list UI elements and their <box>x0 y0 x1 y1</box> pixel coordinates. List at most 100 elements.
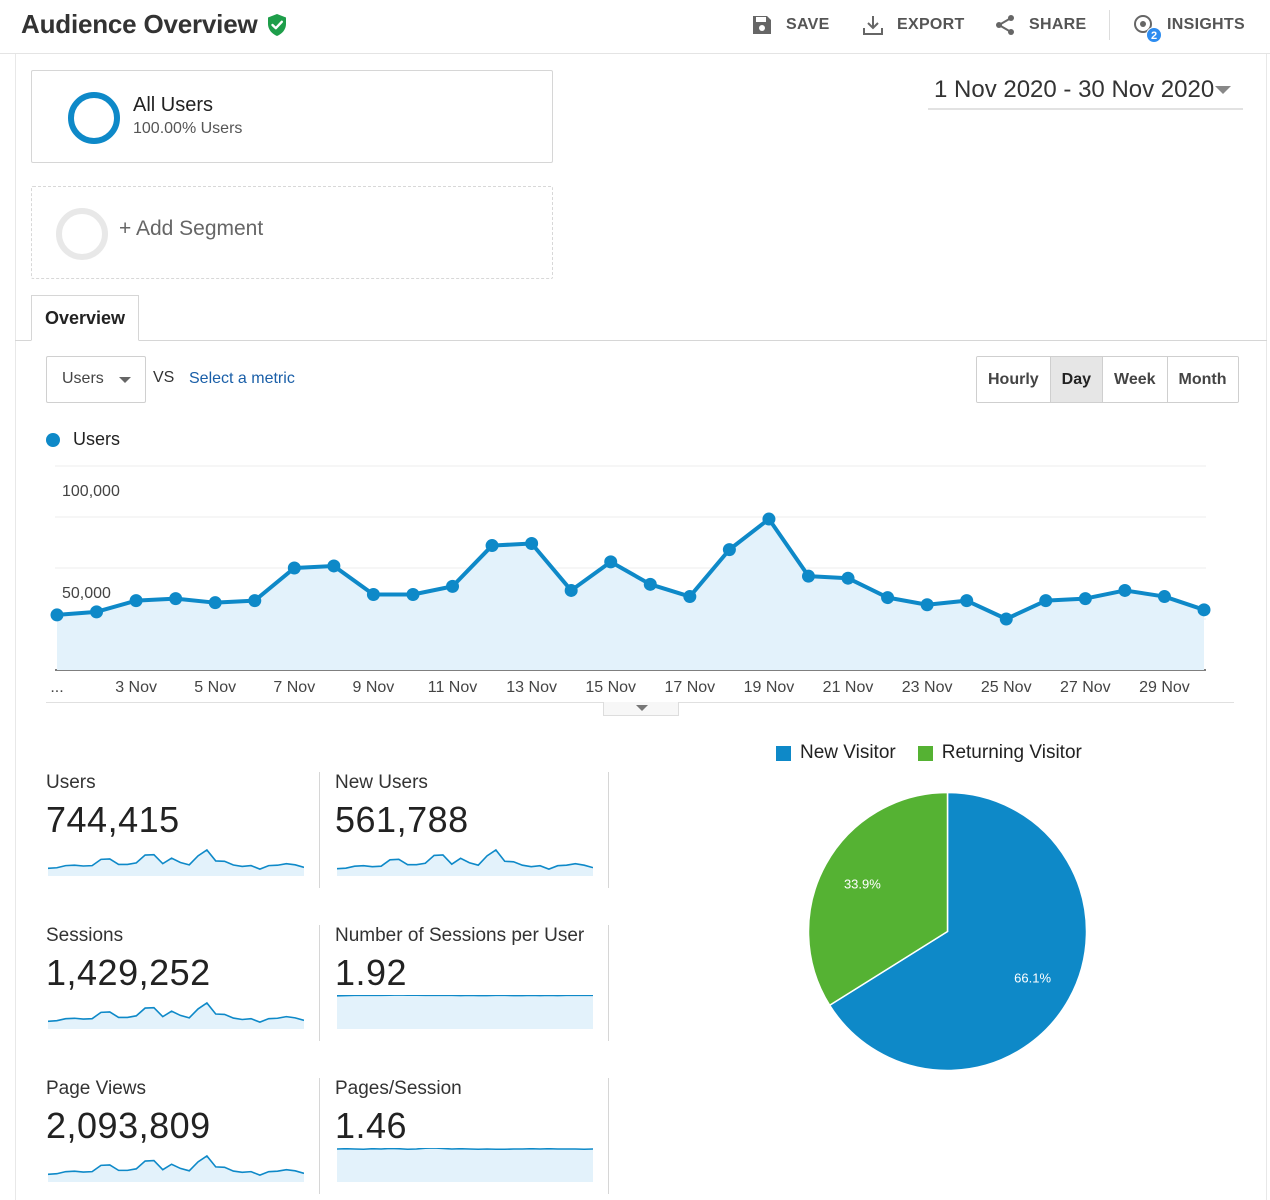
x-tick-label: 19 Nov <box>744 679 795 696</box>
kpi-sparkline <box>337 1148 593 1182</box>
kpi-value: 1,429,252 <box>46 952 211 993</box>
data-point[interactable] <box>446 579 460 593</box>
data-point[interactable] <box>169 592 183 606</box>
data-point[interactable] <box>525 537 539 551</box>
sparkline-line <box>337 848 593 870</box>
x-tick-label: 21 Nov <box>823 679 874 696</box>
granularity-hourly[interactable]: Hourly <box>977 357 1051 402</box>
kpi-sparkline <box>48 848 304 876</box>
insights-button[interactable]: INSIGHTS <box>1131 10 1245 40</box>
share-button[interactable]: SHARE <box>993 10 1087 40</box>
select-metric-link[interactable]: Select a metric <box>189 370 295 387</box>
tab-overview[interactable]: Overview <box>31 295 139 341</box>
data-point[interactable] <box>762 512 776 526</box>
save-button[interactable]: SAVE <box>750 10 830 40</box>
x-tick-label: 13 Nov <box>506 679 557 696</box>
data-point[interactable] <box>564 583 578 597</box>
users-area <box>57 519 1204 670</box>
data-point[interactable] <box>1078 592 1092 606</box>
data-point[interactable] <box>881 591 895 605</box>
sparkline-line <box>48 1001 304 1023</box>
data-point[interactable] <box>485 539 499 553</box>
kpi-divider <box>319 925 320 1041</box>
kpi-page-views: Page Views 2,093,809 <box>46 1078 316 1196</box>
data-point[interactable] <box>1118 583 1132 597</box>
segment-all-users[interactable]: All Users 100.00% Users <box>31 70 553 163</box>
data-point[interactable] <box>643 577 657 591</box>
date-range-picker[interactable]: 1 Nov 2020 - 30 Nov 2020 <box>928 72 1243 110</box>
pie-slice-label: 33.9% <box>844 876 881 891</box>
data-point[interactable] <box>999 612 1013 626</box>
segment-name: All Users <box>133 94 214 116</box>
export-button[interactable]: EXPORT <box>861 10 965 40</box>
vs-label: VS <box>153 369 175 386</box>
data-point[interactable] <box>1197 603 1211 617</box>
users-series-line <box>56 517 1205 621</box>
x-tick-label: 25 Nov <box>981 679 1032 696</box>
data-point[interactable] <box>129 594 143 608</box>
data-point[interactable] <box>920 598 934 612</box>
add-segment-button[interactable]: + Add Segment <box>31 186 553 279</box>
x-tick-label: 7 Nov <box>273 679 315 696</box>
data-point[interactable] <box>287 561 301 575</box>
pie-legend: New Visitor Returning Visitor <box>776 742 1082 764</box>
data-point[interactable] <box>1039 594 1053 608</box>
kpi-label: New Users <box>335 772 428 793</box>
granularity-month[interactable]: Month <box>1167 357 1238 402</box>
pie-slice-new-visitor[interactable] <box>828 791 1088 1072</box>
kpi-value: 1.92 <box>335 952 408 993</box>
pie-slice-label: 66.1% <box>1014 971 1051 986</box>
kpi-value: 561,788 <box>335 799 469 840</box>
granularity-day[interactable]: Day <box>1050 357 1104 402</box>
sparkline-line <box>337 995 593 997</box>
chart-legend: Users <box>46 429 120 450</box>
add-segment-label: + Add Segment <box>119 217 264 240</box>
granularity-toggle: Hourly Day Week Month <box>976 356 1239 403</box>
data-point[interactable] <box>366 588 380 602</box>
data-point[interactable] <box>841 571 855 585</box>
page-title: Audience Overview <box>21 9 258 39</box>
data-point[interactable] <box>604 555 618 569</box>
legend-users-dot <box>46 432 60 447</box>
data-point[interactable] <box>90 605 104 619</box>
kpi-value: 744,415 <box>46 799 180 840</box>
kpi-pages-per-session: Pages/Session 1.46 <box>335 1078 605 1196</box>
data-point[interactable] <box>406 588 420 602</box>
kpi-label: Pages/Session <box>335 1078 462 1099</box>
legend-item-new-visitor[interactable]: New Visitor <box>776 742 896 764</box>
legend-item-returning-visitor[interactable]: Returning Visitor <box>917 742 1082 764</box>
data-point[interactable] <box>248 594 262 608</box>
data-point[interactable] <box>960 594 974 608</box>
save-label: SAVE <box>786 16 830 33</box>
granularity-week[interactable]: Week <box>1103 357 1168 402</box>
pie-slice-returning-visitor[interactable] <box>807 791 949 1007</box>
legend-label-new-visitor: New Visitor <box>800 742 896 763</box>
kpi-label: Page Views <box>46 1078 146 1099</box>
data-point[interactable] <box>327 559 341 573</box>
data-point[interactable] <box>208 596 222 610</box>
x-tick-label: 3 Nov <box>115 679 157 696</box>
sparkline-area <box>48 850 304 876</box>
metric-dropdown[interactable]: Users <box>46 356 146 403</box>
data-point[interactable] <box>683 590 697 604</box>
action-divider <box>1109 10 1110 40</box>
legend-swatch-returning-visitor <box>917 745 933 761</box>
data-point[interactable] <box>50 608 64 622</box>
chart-expand-toggle[interactable] <box>603 702 679 716</box>
x-tick-label: 5 Nov <box>194 679 236 696</box>
tab-divider <box>15 340 1267 341</box>
data-point[interactable] <box>722 543 736 557</box>
kpi-sessions: Sessions 1,429,252 <box>46 925 316 1043</box>
kpi-label: Number of Sessions per User <box>335 925 585 946</box>
kpi-divider <box>319 772 320 888</box>
x-tick-label: 23 Nov <box>902 679 953 696</box>
kpi-divider <box>608 1078 609 1194</box>
sparkline-area <box>48 1156 304 1182</box>
x-tick-label: 17 Nov <box>664 679 715 696</box>
sparkline-area <box>337 1148 593 1182</box>
kpi-value: 2,093,809 <box>46 1105 211 1146</box>
data-point[interactable] <box>801 569 815 583</box>
y-tick-label: 100,000 <box>62 483 120 500</box>
data-point[interactable] <box>1157 590 1171 604</box>
x-tick-label: 11 Nov <box>428 679 478 696</box>
